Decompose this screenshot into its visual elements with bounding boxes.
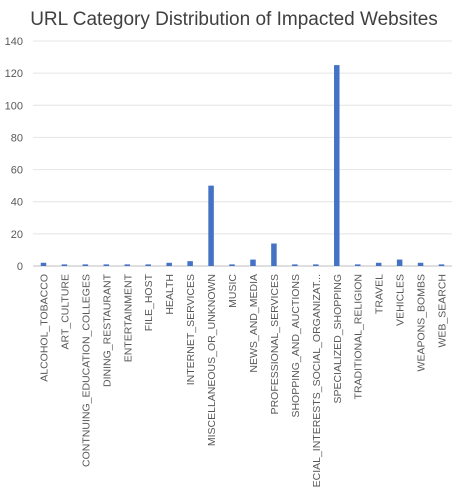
bar: [438, 264, 445, 266]
bar: [250, 259, 256, 266]
x-category-label: NEWS_AND_MEDIA: [248, 274, 260, 373]
bar: [166, 262, 172, 266]
x-category-label: SPECIALIZED_SHOPPING: [332, 274, 344, 404]
x-category-label: TRADITIONAL_RELIGION: [353, 274, 365, 399]
x-category-label: SPECIAL_INTERESTS_SOCIAL_ORGANIZAT...: [311, 274, 323, 487]
bar: [187, 261, 193, 266]
bar: [229, 264, 235, 266]
x-category-label: MISCELLANEOUS_OR_UNKNOWN: [206, 274, 218, 446]
y-tick-label: 120: [5, 68, 23, 80]
bar: [313, 264, 319, 266]
bar: [396, 259, 403, 266]
y-tick-label: 0: [17, 261, 23, 273]
x-category-label: DINING_RESTAURANT: [101, 273, 113, 387]
x-category-label: WEAPONS_BOMBS: [416, 274, 428, 371]
y-tick-label: 80: [11, 132, 23, 144]
x-category-label: WEB_SEARCH: [437, 274, 449, 348]
x-category-label: PROFESSIONAL_SERVICES: [269, 274, 281, 414]
x-category-label: ALCOHOL_TOBACCO: [38, 274, 50, 382]
bar: [334, 65, 340, 266]
bar: [354, 264, 361, 266]
bar: [292, 264, 298, 266]
x-category-label: FILE_HOST: [143, 273, 155, 331]
x-category-label: INTERNET_SERVICES: [185, 274, 197, 385]
bar: [40, 262, 47, 266]
bar: [271, 243, 277, 266]
x-category-label: HEALTH: [164, 274, 176, 315]
bar: [61, 264, 68, 266]
x-category-label: SHOPPING_AND_AUCTIONS: [290, 274, 302, 418]
y-tick-label: 140: [5, 36, 23, 48]
y-tick-label: 100: [5, 100, 23, 112]
bar: [208, 185, 214, 266]
bar: [145, 264, 151, 266]
x-category-label: VEHICLES: [395, 274, 407, 326]
x-category-label: ART_CULTURE: [59, 274, 71, 349]
chart-title: URL Category Distribution of Impacted We…: [30, 9, 438, 30]
gridlines: [33, 40, 452, 267]
x-category-label: TRAVEL: [374, 274, 386, 314]
x-category-label: MUSIC: [227, 274, 239, 308]
y-axis-tick-labels: 0 20 40 60 80 100 120 140: [5, 36, 23, 273]
bar: [417, 262, 424, 266]
x-category-label: ENTERTAINMENT: [122, 273, 134, 362]
bar: [82, 264, 89, 266]
x-axis-category-labels: ALCOHOL_TOBACCO ART_CULTURE CONTNUING_EDUC…: [38, 273, 448, 487]
bar: [124, 264, 131, 266]
y-tick-label: 60: [11, 165, 23, 177]
x-category-label: CONTNUING_EDUCATION_COLLEGES: [80, 274, 92, 467]
bar: [103, 264, 110, 266]
y-tick-label: 20: [11, 229, 23, 241]
bars: [40, 65, 445, 266]
y-tick-label: 40: [11, 197, 23, 209]
bar: [375, 262, 382, 266]
